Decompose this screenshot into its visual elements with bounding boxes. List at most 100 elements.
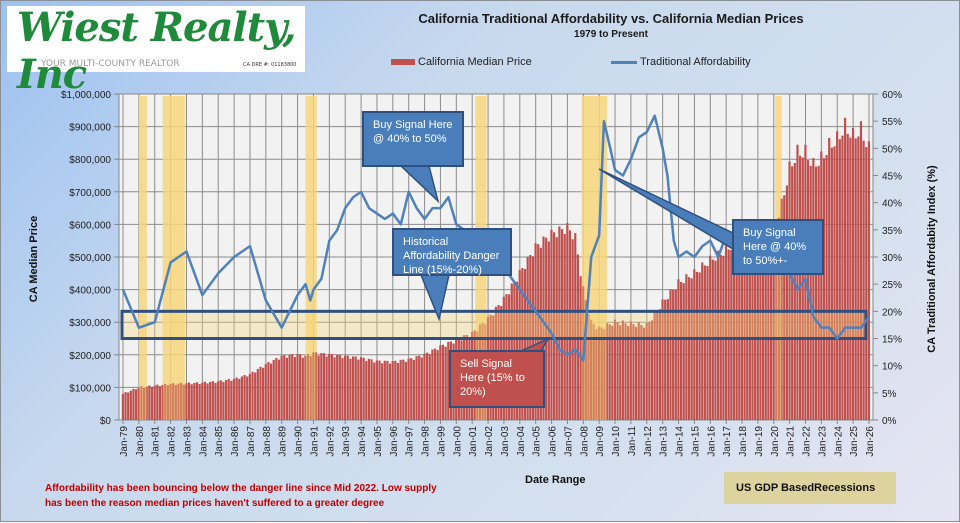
price-bar [717, 250, 720, 420]
price-bar [206, 383, 209, 420]
x-axis-title: Date Range [525, 474, 586, 486]
price-bar [640, 325, 643, 420]
price-bar [174, 384, 177, 420]
price-bar [613, 319, 617, 420]
price-bar [285, 357, 289, 420]
price-bar [735, 243, 738, 420]
price-bar [537, 244, 540, 420]
price-bar [132, 388, 135, 420]
price-bar [388, 363, 392, 420]
legend-item-affordability: Traditional Affordability [611, 56, 751, 68]
price-bar [616, 322, 619, 420]
callout-text-line: Here @ 40% [743, 241, 806, 253]
price-bar [769, 235, 773, 420]
price-bar [730, 249, 733, 420]
price-bar [775, 224, 778, 420]
callout-text-line: Buy Signal Here [373, 119, 453, 131]
price-bar [822, 158, 826, 420]
price-bar [605, 323, 609, 420]
price-bar [269, 363, 273, 420]
recession-band-overlay [162, 96, 185, 420]
y-tick-label: $900,000 [69, 123, 111, 134]
y-axis-left: $0 $100,000 $200,000 $300,000 $400,000 $500,0… [61, 90, 119, 427]
price-bar [172, 383, 175, 420]
price-bar [227, 379, 230, 420]
y-tick-label: $1,000,000 [61, 90, 111, 101]
x-tick-label: Jan-07 [563, 426, 574, 457]
price-bar [299, 354, 302, 420]
price-bar [574, 232, 577, 420]
price-bar [230, 380, 233, 420]
price-bar [653, 311, 656, 420]
price-bar [764, 227, 767, 420]
price-bar [629, 321, 632, 420]
price-bar [381, 363, 384, 420]
callout-danger-line: Historical Affordability Danger Line (15%-… [392, 228, 512, 322]
callout-text-line: @ 40% to 50% [373, 133, 447, 145]
x-axis: Jan-79 Jan-80 Jan-81 Jan-82 Jan-83 Jan-84 Jan-… [119, 420, 876, 457]
price-bar [127, 392, 130, 420]
price-bar [859, 121, 863, 421]
x-tick-label: Jan-18 [738, 426, 749, 457]
price-bar [740, 232, 744, 420]
x-tick-label: Jan-82 [167, 426, 178, 457]
price-bar [320, 353, 323, 420]
price-bar [867, 141, 870, 421]
price-bar [177, 383, 180, 420]
price-bar [251, 371, 254, 420]
y2-tick-label: 60% [882, 90, 902, 101]
chart-title: California Traditional Affordability vs.… [418, 11, 804, 26]
price-bar [579, 276, 582, 420]
price-bar [264, 364, 267, 420]
price-bar [661, 299, 664, 420]
x-tick-label: Jan-93 [341, 426, 352, 457]
logo: Wiest Realty, Inc YOUR MULTI-COUNTY REAL… [7, 4, 305, 98]
price-bar [761, 236, 765, 420]
y-tick-label: $600,000 [69, 220, 111, 231]
x-tick-label: Jan-79 [119, 426, 130, 457]
y2-tick-label: 45% [882, 172, 902, 183]
price-bar [664, 299, 667, 420]
price-bar [378, 360, 381, 420]
price-bar [129, 390, 132, 420]
callout-text-line: Line (15%-20%) [403, 264, 482, 276]
price-bar [198, 383, 201, 420]
x-tick-label: Jan-05 [532, 426, 543, 457]
price-bar [809, 165, 812, 420]
price-bar [217, 381, 220, 420]
x-tick-label: Jan-87 [246, 426, 257, 457]
price-bar [156, 384, 159, 420]
y2-tick-label: 35% [882, 226, 902, 237]
price-bar [714, 260, 717, 420]
price-bar [441, 344, 445, 420]
callout-text-line: Buy Signal [743, 227, 796, 239]
price-bar [558, 226, 561, 420]
price-bar [632, 324, 635, 420]
price-bar [727, 249, 730, 420]
price-bar [642, 327, 646, 420]
price-bar [677, 279, 680, 420]
y-tick-label: $800,000 [69, 155, 111, 166]
x-tick-label: Jan-99 [436, 426, 447, 457]
price-bar [854, 138, 857, 420]
price-bar [780, 198, 783, 420]
x-tick-label: Jan-83 [182, 426, 193, 457]
price-bar [259, 366, 262, 420]
x-tick-label: Jan-84 [198, 426, 209, 457]
price-bar [412, 359, 415, 420]
recession-band-overlay [138, 96, 147, 420]
legend-swatch-line [611, 60, 637, 64]
callout-text-line: 20%) [460, 386, 486, 398]
price-bar [179, 382, 183, 420]
price-bar [415, 356, 418, 420]
price-bar [645, 322, 648, 420]
price-bar [568, 230, 572, 420]
price-bar [523, 269, 527, 420]
callout-text-line: Historical [403, 236, 448, 248]
legend-item-price: California Median Price [391, 56, 532, 68]
price-bar [833, 146, 836, 420]
price-bar [235, 377, 238, 420]
price-bar [301, 357, 304, 420]
price-bar [820, 151, 823, 420]
y2-tick-label: 25% [882, 280, 902, 291]
